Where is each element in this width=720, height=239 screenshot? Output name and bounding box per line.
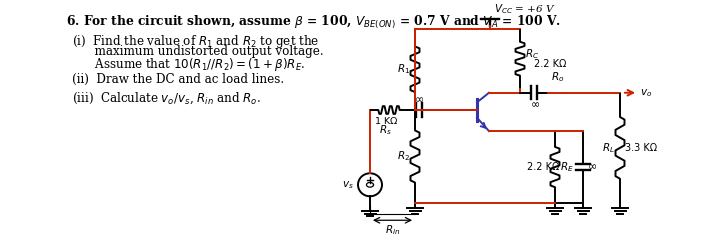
Text: 1 KΩ: 1 KΩ <box>375 117 397 126</box>
Text: (ii)  Draw the DC and ac load lines.: (ii) Draw the DC and ac load lines. <box>72 73 284 86</box>
Text: $R_C$: $R_C$ <box>525 47 539 61</box>
Text: Assume that $10(R_1//R_2) = (1+\beta)R_E$.: Assume that $10(R_1//R_2) = (1+\beta)R_E… <box>72 56 305 73</box>
Text: $R_L$: $R_L$ <box>602 141 615 155</box>
Text: $R_o$: $R_o$ <box>551 70 564 84</box>
Text: maximum undistorted output voltage.: maximum undistorted output voltage. <box>72 45 323 58</box>
Text: (i)  Find the value of $R_1$ and $R_2$ to get the: (i) Find the value of $R_1$ and $R_2$ to… <box>72 33 320 50</box>
Text: ∞: ∞ <box>531 100 539 110</box>
Text: $R_s$: $R_s$ <box>379 123 392 137</box>
Text: $v_s$: $v_s$ <box>342 179 354 191</box>
Text: ∞: ∞ <box>415 95 423 105</box>
Text: 3.3 KΩ: 3.3 KΩ <box>625 143 657 153</box>
Text: 2.2 KΩ: 2.2 KΩ <box>527 162 559 172</box>
Text: $R_E$: $R_E$ <box>560 160 574 174</box>
Text: 6. For the circuit shown, assume $\beta$ = 100, $V_{BE(ON)}$ = 0.7 V and $V_A$ =: 6. For the circuit shown, assume $\beta$… <box>66 14 561 31</box>
Text: $R_{in}$: $R_{in}$ <box>384 223 400 237</box>
Text: $v_o$: $v_o$ <box>640 87 652 99</box>
Text: 2.2 KΩ: 2.2 KΩ <box>534 59 567 69</box>
Text: (iii)  Calculate $v_o/v_s$, $R_{in}$ and $R_o$.: (iii) Calculate $v_o/v_s$, $R_{in}$ and … <box>72 91 261 106</box>
Text: $R_1$: $R_1$ <box>397 62 410 76</box>
Text: ∞: ∞ <box>588 162 598 172</box>
Text: $V_{CC}$ = +6 V: $V_{CC}$ = +6 V <box>494 2 556 16</box>
Text: $R_2$: $R_2$ <box>397 150 410 163</box>
